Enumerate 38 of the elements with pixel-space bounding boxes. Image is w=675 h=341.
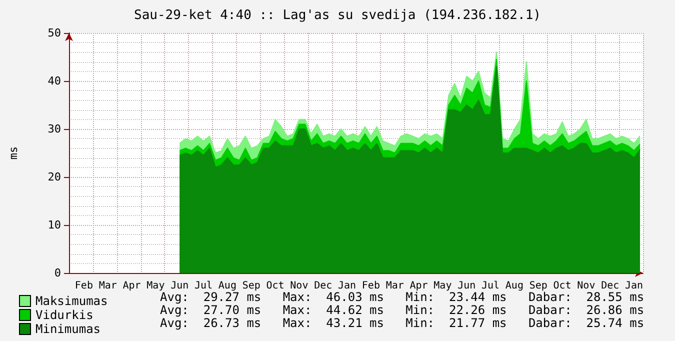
x-tick-label: Apr [122, 280, 141, 292]
x-tick-label: Oct [266, 280, 284, 292]
x-tick-label: Jan [625, 280, 644, 292]
y-tick-label: 20 [48, 170, 61, 184]
x-tick-label: Aug [505, 280, 524, 292]
legend-label: Vidurkis [36, 308, 94, 322]
x-tick-label: Dec [601, 280, 620, 292]
x-tick-label: Oct [553, 280, 572, 292]
x-tick-label: Jan [338, 280, 356, 292]
x-tick-label: Jul [194, 280, 213, 292]
x-tick-label: Feb [74, 280, 93, 292]
x-tick-label: Nov [577, 280, 596, 292]
x-tick-label: May [146, 280, 165, 292]
x-tick-label: Jun [458, 280, 476, 292]
x-tick-label: May [434, 280, 452, 292]
x-tick-label: Aug [218, 280, 236, 292]
x-tick-label: Mar [98, 280, 117, 292]
x-tick-label: Jun [170, 280, 189, 292]
x-tick-label: Jul [482, 280, 500, 292]
text: Avg: 29.27 ms Max: 46.03 ms Min: 23.44 ms Dabar: 28.55 ms [160, 290, 644, 304]
x-tick-label: Sep [529, 280, 548, 292]
x-tick-label: Sep [242, 280, 260, 292]
text: Avg: 26.73 ms Max: 43.21 ms Min: 21.77 ms Dabar: 25.74 ms [160, 316, 644, 330]
x-tick-label: Dec [314, 280, 332, 292]
y-tick-label: 0 [54, 266, 61, 280]
y-axis-title: ms [7, 146, 20, 160]
y-tick-label: 10 [48, 218, 61, 232]
legend-label: Maksimumas [36, 294, 108, 308]
x-tick-label: Nov [290, 280, 308, 292]
x-tick-label: Mar [386, 280, 404, 292]
x-tick-label: Apr [410, 280, 428, 292]
x-tick-label: Feb [362, 280, 380, 292]
y-tick-label: 50 [48, 26, 61, 40]
y-tick-label: 30 [48, 122, 61, 136]
text: Avg: 27.70 ms Max: 44.62 ms Min: 22.26 ms Dabar: 26.86 ms [160, 303, 644, 317]
y-tick-label: 40 [48, 74, 61, 88]
legend-label: Minimumas [36, 322, 101, 336]
chart-title: Sau-29-ket 4:40 :: Lag'as su svedija (194.236.182.1) [134, 8, 541, 23]
